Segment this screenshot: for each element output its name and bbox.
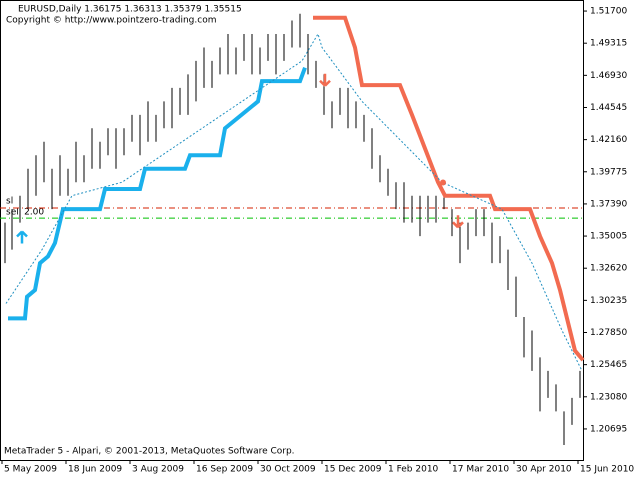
stop-line [313, 15, 585, 362]
x-tick-label: 15 Dec 2009 [324, 465, 382, 475]
y-tick-label: 1.27850 [590, 328, 627, 338]
signal-arrow [16, 230, 28, 244]
x-tick-label: 30 Oct 2009 [260, 465, 316, 475]
chart-subtitle: Copyright © http://www.pointzero-trading… [6, 16, 216, 26]
annotation: sell 2.00 [6, 208, 44, 218]
signal-dot [440, 179, 446, 186]
x-tick-label: 1 Feb 2010 [388, 465, 439, 475]
annotation: sl [6, 197, 13, 207]
chart-title: EURUSD,Daily 1.36175 1.36313 1.35379 1.3… [18, 5, 242, 15]
signal-arrow [319, 73, 331, 87]
x-tick-label: 16 Sep 2009 [196, 465, 253, 475]
y-tick-label: 1.35005 [590, 232, 627, 242]
x-tick-label: 30 Apr 2010 [516, 465, 572, 475]
stop-line [8, 66, 307, 321]
x-tick-label: 15 Jun 2010 [580, 465, 634, 475]
y-tick-label: 1.25465 [590, 360, 627, 370]
y-tick-label: 1.37390 [590, 199, 627, 209]
y-tick-label: 1.32620 [590, 264, 627, 274]
y-tick-label: 1.20695 [590, 424, 627, 434]
x-tick-label: 5 May 2009 [4, 465, 57, 475]
y-tick-label: 1.49315 [590, 39, 627, 49]
y-tick-label: 1.39775 [590, 167, 627, 177]
x-tick-label: 18 Jun 2009 [68, 465, 122, 475]
y-tick-label: 1.30235 [590, 296, 627, 306]
y-tick-label: 1.46930 [590, 71, 627, 81]
y-tick-label: 1.42160 [590, 135, 627, 145]
y-tick-label: 1.44545 [590, 103, 627, 113]
x-tick-label: 17 Mar 2010 [452, 465, 509, 475]
plot-frame [0, 0, 584, 461]
stop-line [5, 32, 583, 372]
signal-arrow [452, 215, 464, 229]
y-tick-label: 1.51700 [590, 7, 627, 17]
y-tick-label: 1.23080 [590, 392, 627, 402]
chart-footer: MetaTrader 5 - Alpari, © 2001-2013, Meta… [4, 447, 295, 457]
x-tick-label: 3 Aug 2009 [132, 465, 184, 475]
